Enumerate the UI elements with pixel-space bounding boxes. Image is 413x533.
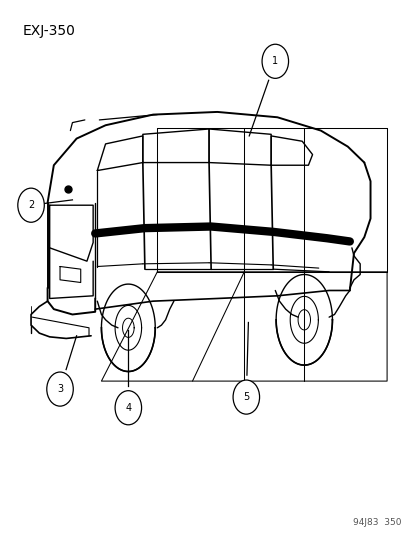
Circle shape	[18, 188, 44, 222]
Text: EXJ-350: EXJ-350	[23, 24, 76, 38]
Circle shape	[115, 391, 141, 425]
Text: 5: 5	[242, 392, 249, 402]
Text: 4: 4	[125, 403, 131, 413]
Text: 94J83  350: 94J83 350	[352, 518, 401, 527]
Text: 2: 2	[28, 200, 34, 210]
Circle shape	[47, 372, 73, 406]
Circle shape	[233, 380, 259, 414]
Text: 3: 3	[57, 384, 63, 394]
Circle shape	[261, 44, 288, 78]
Text: 1: 1	[272, 56, 278, 66]
